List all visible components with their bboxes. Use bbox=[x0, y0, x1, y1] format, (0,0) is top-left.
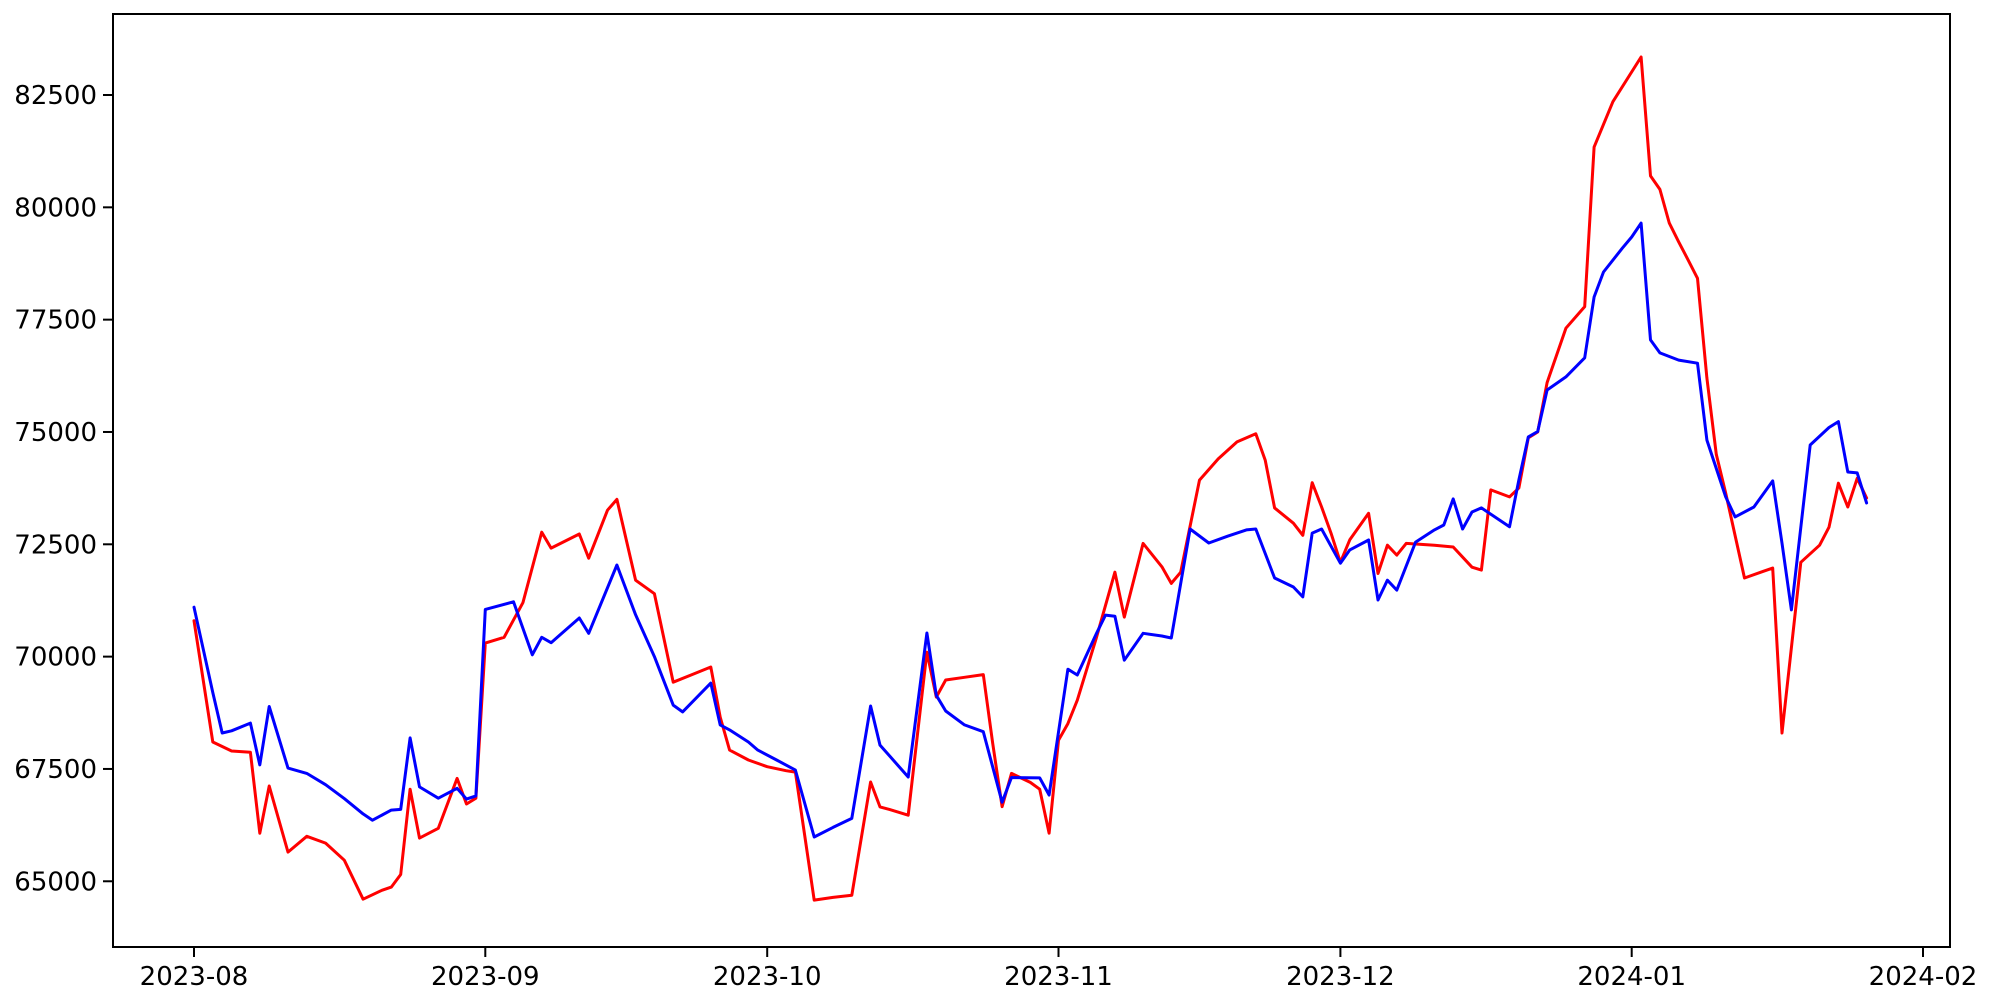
x-tick-label: 2023-08 bbox=[140, 962, 249, 992]
plot-frame bbox=[112, 13, 1951, 948]
x-tick-label: 2023-10 bbox=[713, 962, 822, 992]
y-tick-label: 77500 bbox=[14, 306, 97, 336]
y-tick-label: 82500 bbox=[14, 81, 97, 111]
x-tick-label: 2023-12 bbox=[1286, 962, 1395, 992]
x-tick-label: 2024-01 bbox=[1577, 962, 1686, 992]
y-tick-label: 70000 bbox=[14, 643, 97, 673]
y-tick-label: 80000 bbox=[14, 193, 97, 223]
red-series-line bbox=[192, 55, 1869, 902]
y-tick-label: 65000 bbox=[14, 867, 97, 897]
x-tick-label: 2023-09 bbox=[431, 962, 540, 992]
x-tick-label: 2024-02 bbox=[1869, 962, 1978, 992]
x-tick-label: 2023-11 bbox=[1004, 962, 1113, 992]
y-tick-label: 75000 bbox=[14, 418, 97, 448]
y-tick-label: 67500 bbox=[14, 755, 97, 785]
blue-series-line bbox=[192, 221, 1869, 839]
y-tick-label: 72500 bbox=[14, 530, 97, 560]
